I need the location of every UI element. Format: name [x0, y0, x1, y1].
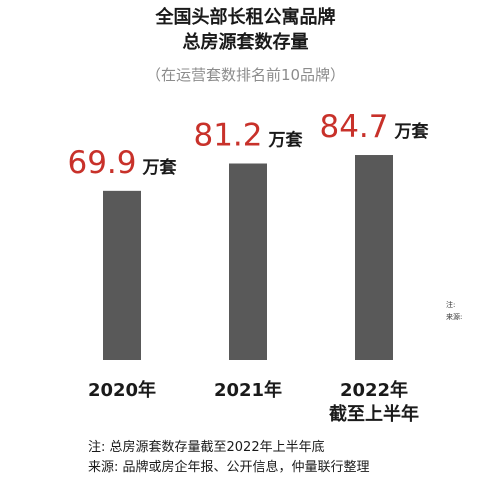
- value-number: 69.9: [67, 145, 136, 181]
- category-label: 2021年: [214, 379, 282, 401]
- value-unit: 万套: [268, 129, 304, 150]
- side-source-label: 来源:: [446, 313, 463, 321]
- chart-title-line1: 全国头部长租公寓品牌: [155, 7, 336, 28]
- value-number: 84.7: [319, 109, 388, 145]
- chart-title-line2: 总房源套数存量: [182, 32, 309, 53]
- category-label: 2020年: [88, 379, 156, 401]
- value-number: 81.2: [193, 117, 262, 153]
- footnote-source: 来源: 品牌或房企年报、公开信息，仲量联行整理: [88, 460, 370, 475]
- category-label: 2022年: [340, 379, 408, 401]
- value-unit: 万套: [394, 121, 430, 142]
- value-label: 81.2 万套: [193, 117, 303, 153]
- side-note-label: 注:: [446, 301, 456, 309]
- bar: [355, 155, 393, 360]
- value-unit: 万套: [142, 157, 178, 178]
- bar: [103, 190, 141, 360]
- value-label: 69.9 万套: [67, 145, 177, 181]
- bar: [229, 163, 267, 360]
- chart-subtitle: （在运营套数排名前10品牌）: [145, 66, 346, 84]
- category-label: 截至上半年: [329, 403, 419, 425]
- value-label: 84.7 万套: [319, 109, 429, 145]
- footnote-note: 注: 总房源套数存量截至2022年上半年底: [88, 440, 325, 455]
